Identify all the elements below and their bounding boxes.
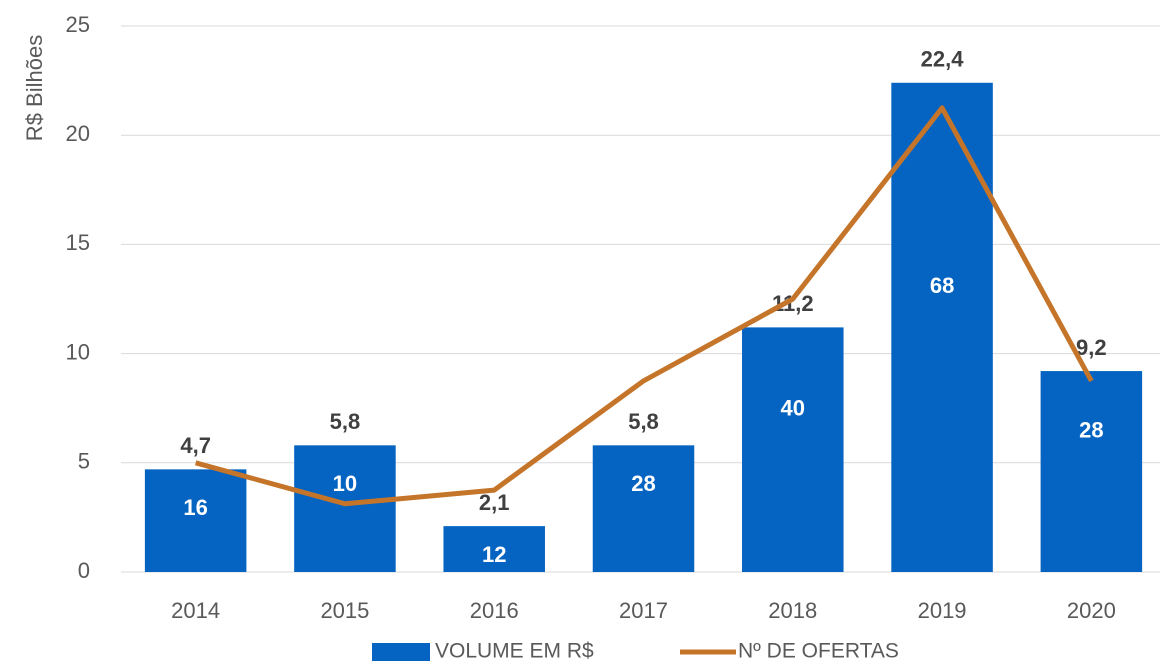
- line-value-label: 16: [183, 495, 207, 520]
- x-tick-label: 2014: [171, 598, 220, 623]
- bar: [1040, 371, 1143, 572]
- bar: [294, 445, 396, 572]
- x-tick-label: 2016: [470, 598, 519, 623]
- x-tick-label: 2017: [619, 598, 668, 623]
- bar: [592, 445, 695, 572]
- legend-label: VOLUME EM R$: [435, 640, 594, 663]
- x-tick-label: 2015: [320, 598, 369, 623]
- line-value-label: 10: [333, 471, 357, 496]
- y-axis-label: R$ Bilhões: [22, 35, 47, 141]
- y-tick-label: 10: [66, 339, 90, 364]
- bar-value-label: 9,2: [1076, 335, 1107, 360]
- y-tick-label: 25: [66, 12, 90, 37]
- y-tick-label: 0: [78, 558, 90, 583]
- bar-value-label: 2,1: [479, 490, 510, 515]
- x-tick-label: 2018: [768, 598, 817, 623]
- bar: [443, 526, 545, 572]
- line-value-label: 40: [781, 396, 805, 421]
- line-value-label: 28: [631, 471, 655, 496]
- bar-value-label: 4,7: [180, 433, 211, 458]
- bar-value-label: 22,4: [921, 47, 965, 72]
- legend-label: Nº DE OFERTAS: [738, 640, 899, 663]
- line: [194, 105, 1094, 507]
- line-value-label: 28: [1079, 417, 1103, 442]
- bar: [891, 82, 993, 572]
- bar: [144, 469, 247, 572]
- legend-swatch: [372, 643, 430, 661]
- bar-value-label: 5,8: [628, 409, 659, 434]
- y-tick-label: 5: [78, 449, 90, 474]
- line-value-label: 68: [930, 273, 954, 298]
- y-tick-label: 15: [66, 230, 90, 255]
- bar-value-label: 5,8: [330, 409, 361, 434]
- bar: [742, 327, 844, 572]
- y-tick-label: 20: [66, 121, 90, 146]
- x-tick-label: 2020: [1067, 598, 1116, 623]
- line-value-label: 12: [482, 542, 506, 567]
- x-tick-label: 2019: [918, 598, 967, 623]
